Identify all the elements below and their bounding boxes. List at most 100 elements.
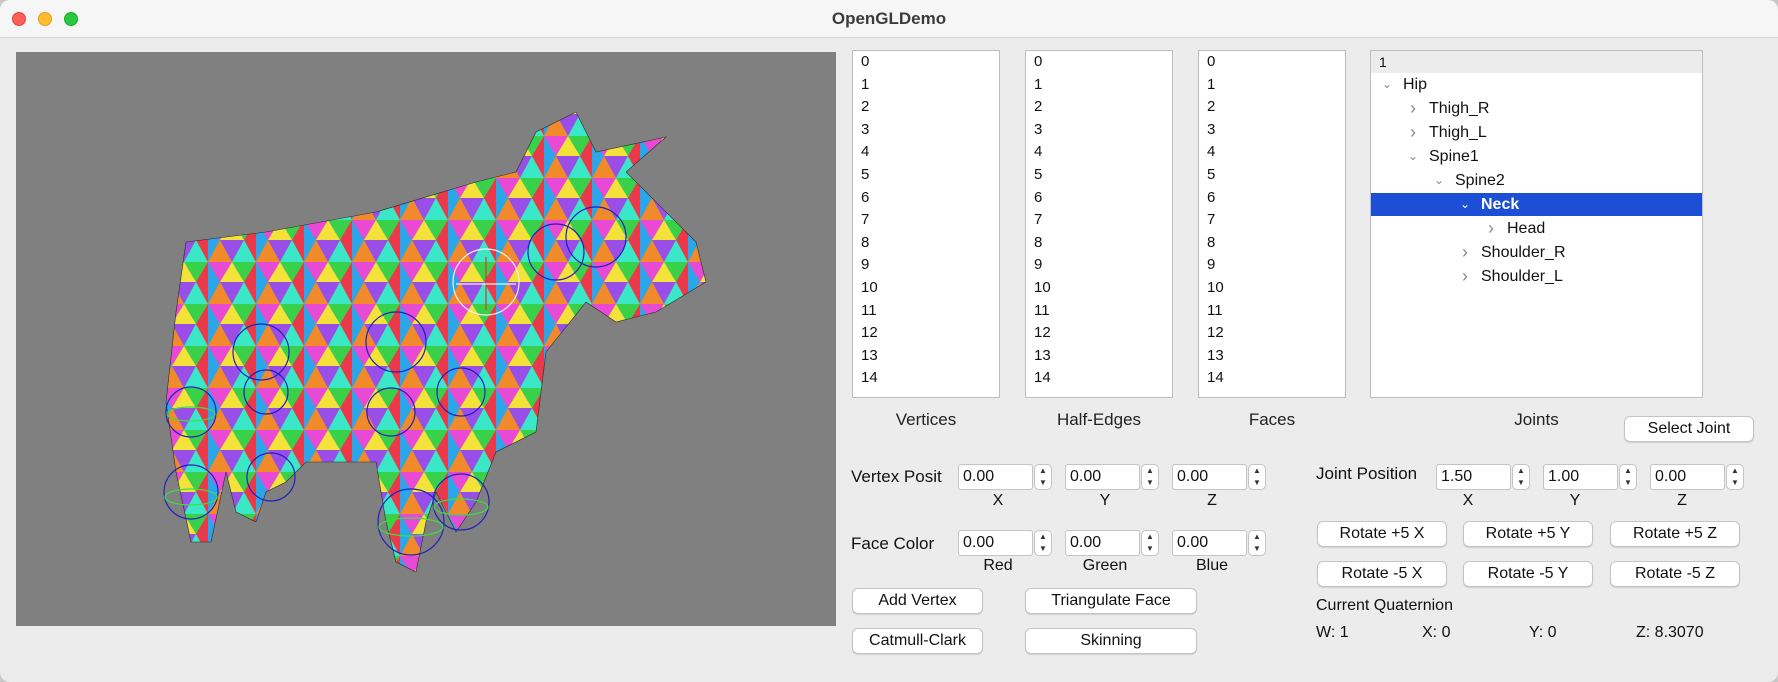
vertex-z-spinbox[interactable]: 0.00 ▲ ▼	[1172, 464, 1266, 490]
chevron-down-icon[interactable]: ▼	[1731, 478, 1739, 487]
chevron-up-icon[interactable]: ▲	[1146, 466, 1154, 475]
list-item[interactable]: 0	[1034, 53, 1043, 70]
joint-x-spinbox[interactable]: 1.50 ▲ ▼	[1436, 464, 1530, 490]
list-item[interactable]: 12	[1207, 324, 1224, 342]
joint-y-stepper[interactable]: ▲ ▼	[1619, 464, 1637, 490]
rotate-plus-y-button[interactable]: Rotate +5 Y	[1463, 521, 1593, 547]
chevron-up-icon[interactable]: ▲	[1731, 466, 1739, 475]
joint-z-stepper[interactable]: ▲ ▼	[1726, 464, 1744, 490]
list-item[interactable]: 12	[861, 324, 878, 342]
list-item[interactable]: 3	[1034, 120, 1043, 138]
list-item[interactable]: 9	[1034, 256, 1043, 274]
list-item[interactable]: 2	[1034, 98, 1043, 116]
list-item[interactable]: 12	[1034, 324, 1051, 342]
list-item[interactable]: 8	[1034, 233, 1043, 251]
list-item[interactable]: 8	[1207, 233, 1216, 251]
list-item[interactable]: 14	[861, 369, 878, 387]
chevron-down-icon[interactable]: ▼	[1039, 544, 1047, 553]
face-green-stepper[interactable]: ▲ ▼	[1141, 530, 1159, 556]
chevron-down-icon[interactable]: ▼	[1039, 478, 1047, 487]
list-item[interactable]: 13	[861, 346, 878, 364]
chevron-up-icon[interactable]: ▲	[1253, 466, 1261, 475]
list-item[interactable]: 4	[861, 143, 870, 161]
list-item[interactable]: 1	[1207, 75, 1216, 93]
chevron-down-icon[interactable]: ⌄	[1407, 149, 1419, 163]
face-red-stepper[interactable]: ▲ ▼	[1034, 530, 1052, 556]
list-item[interactable]: 0	[861, 53, 870, 70]
tree-node-neck[interactable]: ⌄ Neck	[1371, 193, 1702, 216]
list-item[interactable]: 2	[1207, 98, 1216, 116]
list-item[interactable]: 9	[1207, 256, 1216, 274]
face-green-spinbox[interactable]: 0.00 ▲ ▼	[1065, 530, 1159, 556]
list-item[interactable]: 5	[1207, 165, 1216, 183]
zoom-window-button[interactable]	[64, 12, 78, 26]
list-item[interactable]: 3	[1207, 120, 1216, 138]
chevron-down-icon[interactable]: ▼	[1146, 544, 1154, 553]
list-item[interactable]: 7	[861, 211, 870, 229]
list-item[interactable]: 13	[1207, 346, 1224, 364]
close-window-button[interactable]	[12, 12, 26, 26]
chevron-down-icon[interactable]: ▼	[1253, 478, 1261, 487]
list-item[interactable]: 1	[1034, 75, 1043, 93]
chevron-up-icon[interactable]: ▲	[1039, 532, 1047, 541]
chevron-down-icon[interactable]: ▼	[1624, 478, 1632, 487]
list-item[interactable]: 11	[1034, 301, 1050, 319]
chevron-up-icon[interactable]: ▲	[1253, 532, 1261, 541]
list-item[interactable]: 7	[1034, 211, 1043, 229]
tree-node-hip[interactable]: ⌄ Hip	[1371, 73, 1702, 96]
list-item[interactable]: 14	[1034, 369, 1051, 387]
list-item[interactable]: 10	[1207, 278, 1224, 296]
add-vertex-button[interactable]: Add Vertex	[852, 588, 983, 614]
list-item[interactable]: 13	[1034, 346, 1051, 364]
rotate-minus-x-button[interactable]: Rotate -5 X	[1317, 561, 1447, 587]
chevron-down-icon[interactable]: ▼	[1253, 544, 1261, 553]
chevron-right-icon[interactable]: ›	[1410, 122, 1416, 142]
list-item[interactable]: 11	[861, 301, 877, 319]
list-item[interactable]: 5	[861, 165, 870, 183]
chevron-up-icon[interactable]: ▲	[1146, 532, 1154, 541]
rotate-plus-x-button[interactable]: Rotate +5 X	[1317, 521, 1447, 547]
chevron-right-icon[interactable]: ›	[1462, 242, 1468, 262]
chevron-down-icon[interactable]: ▼	[1517, 478, 1525, 487]
joint-x-stepper[interactable]: ▲ ▼	[1512, 464, 1530, 490]
face-blue-stepper[interactable]: ▲ ▼	[1248, 530, 1266, 556]
tree-node-shoulder_r[interactable]: › Shoulder_R	[1371, 241, 1702, 264]
chevron-down-icon[interactable]: ⌄	[1459, 197, 1471, 211]
tree-node-thigh_l[interactable]: › Thigh_L	[1371, 121, 1702, 144]
list-item[interactable]: 8	[861, 233, 870, 251]
chevron-up-icon[interactable]: ▲	[1039, 466, 1047, 475]
list-item[interactable]: 5	[1034, 165, 1043, 183]
list-item[interactable]: 10	[861, 278, 878, 296]
faces-list[interactable]: 0 1 2 3 4 5 6 7 8 9 10 11 12 13 14	[1198, 50, 1346, 398]
vertex-y-spinbox[interactable]: 0.00 ▲ ▼	[1065, 464, 1159, 490]
tree-node-head[interactable]: › Head	[1371, 217, 1702, 240]
chevron-down-icon[interactable]: ⌄	[1381, 77, 1393, 91]
vertex-z-stepper[interactable]: ▲ ▼	[1248, 464, 1266, 490]
list-item[interactable]: 0	[1207, 53, 1216, 70]
catmull-clark-button[interactable]: Catmull-Clark	[852, 628, 983, 654]
list-item[interactable]: 7	[1207, 211, 1216, 229]
list-item[interactable]: 6	[1034, 188, 1043, 206]
tree-node-spine1[interactable]: ⌄ Spine1	[1371, 145, 1702, 168]
chevron-right-icon[interactable]: ›	[1462, 266, 1468, 286]
face-blue-spinbox[interactable]: 0.00 ▲ ▼	[1172, 530, 1266, 556]
gl-viewport[interactable]	[16, 52, 836, 626]
rotate-minus-z-button[interactable]: Rotate -5 Z	[1610, 561, 1740, 587]
tree-node-spine2[interactable]: ⌄ Spine2	[1371, 169, 1702, 192]
list-item[interactable]: 6	[1207, 188, 1216, 206]
list-item[interactable]: 6	[861, 188, 870, 206]
vertex-x-stepper[interactable]: ▲ ▼	[1034, 464, 1052, 490]
chevron-up-icon[interactable]: ▲	[1517, 466, 1525, 475]
list-item[interactable]: 9	[861, 256, 870, 274]
list-item[interactable]: 4	[1207, 143, 1216, 161]
list-item[interactable]: 3	[861, 120, 870, 138]
chevron-down-icon[interactable]: ⌄	[1433, 173, 1445, 187]
vertex-y-stepper[interactable]: ▲ ▼	[1141, 464, 1159, 490]
joint-y-spinbox[interactable]: 1.00 ▲ ▼	[1543, 464, 1637, 490]
joints-tree[interactable]: 1 ⌄ Hip › Thigh_R › Thigh_L ⌄ Spine1 ⌄ Spine2 ⌄ Nec…	[1370, 50, 1703, 398]
select-joint-button[interactable]: Select Joint	[1624, 416, 1754, 442]
list-item[interactable]: 4	[1034, 143, 1043, 161]
rotate-minus-y-button[interactable]: Rotate -5 Y	[1463, 561, 1593, 587]
vertex-x-spinbox[interactable]: 0.00 ▲ ▼	[958, 464, 1052, 490]
face-red-spinbox[interactable]: 0.00 ▲ ▼	[958, 530, 1052, 556]
